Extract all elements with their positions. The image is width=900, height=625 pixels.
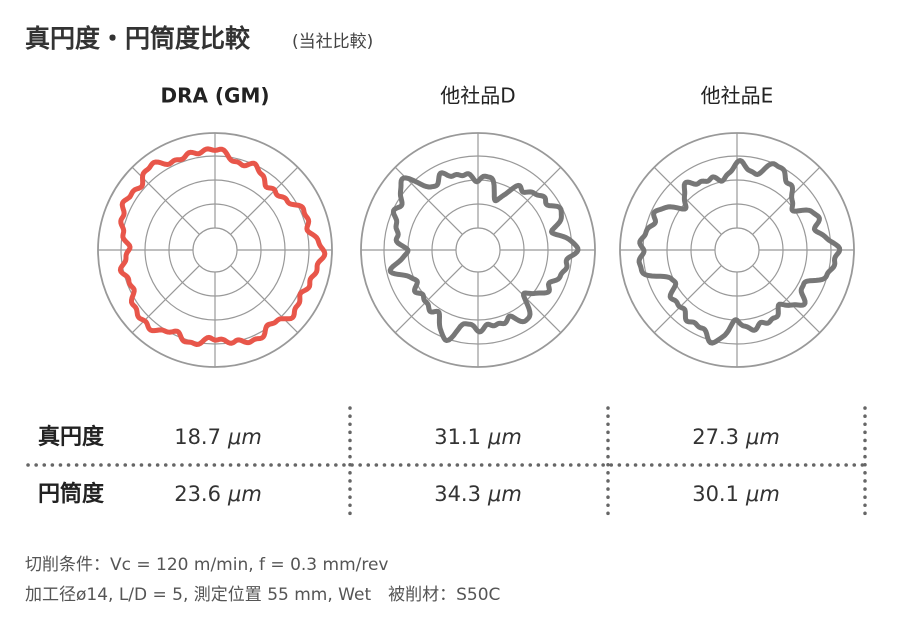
- cell: 27.3 μm: [692, 425, 780, 449]
- ring: [714, 227, 760, 273]
- note: 加工径ø14, L/D = 5, 測定位置 55 mm, Wet 被削材：S50…: [25, 585, 500, 605]
- cell-value: 23.6: [174, 482, 221, 506]
- row-header: 真円度: [38, 424, 105, 450]
- spoke: [653, 166, 722, 235]
- spoke: [493, 166, 562, 235]
- spoke: [752, 166, 821, 235]
- cell: 18.7 μm: [174, 425, 262, 449]
- spoke: [752, 265, 821, 334]
- plots: DRA (GM) 他社品D 他社品E: [97, 84, 855, 368]
- cell-unit: μm: [745, 425, 780, 449]
- cell-value: 18.7: [174, 425, 221, 449]
- plot-label: 他社品D: [440, 84, 515, 108]
- cell: 30.1 μm: [692, 482, 780, 506]
- cell-unit: μm: [227, 425, 262, 449]
- subtitle: (当社比較): [292, 32, 373, 52]
- trace: [387, 170, 581, 343]
- cell: 31.1 μm: [434, 425, 522, 449]
- cell: 34.3 μm: [434, 482, 522, 506]
- cell-unit: μm: [745, 482, 780, 506]
- spoke: [230, 265, 299, 334]
- spoke: [653, 265, 722, 334]
- note: 切削条件：Vc = 120 m/min, f = 0.3 mm/rev: [25, 555, 389, 575]
- polar-plot: 他社品E: [619, 84, 855, 368]
- trace: [117, 146, 328, 347]
- spoke: [394, 265, 463, 334]
- cell-value: 27.3: [692, 425, 739, 449]
- table-grid: [26, 406, 867, 522]
- cell: 23.6 μm: [174, 482, 262, 506]
- polar-plot: DRA (GM): [97, 84, 333, 368]
- trace: [636, 158, 843, 346]
- title: 真円度・円筒度比較: [25, 24, 251, 53]
- spoke: [230, 166, 299, 235]
- cell-unit: μm: [487, 482, 522, 506]
- row-header: 円筒度: [38, 481, 105, 507]
- cell-unit: μm: [227, 482, 262, 506]
- spoke: [131, 265, 200, 334]
- polar-plot: 他社品D: [360, 84, 596, 368]
- cell-value: 34.3: [434, 482, 481, 506]
- ring: [455, 227, 501, 273]
- cell-value: 31.1: [434, 425, 481, 449]
- plot-label: DRA (GM): [160, 84, 269, 108]
- cell-unit: μm: [487, 425, 522, 449]
- ring: [192, 227, 238, 273]
- plot-label: 他社品E: [701, 84, 774, 108]
- cell-value: 30.1: [692, 482, 739, 506]
